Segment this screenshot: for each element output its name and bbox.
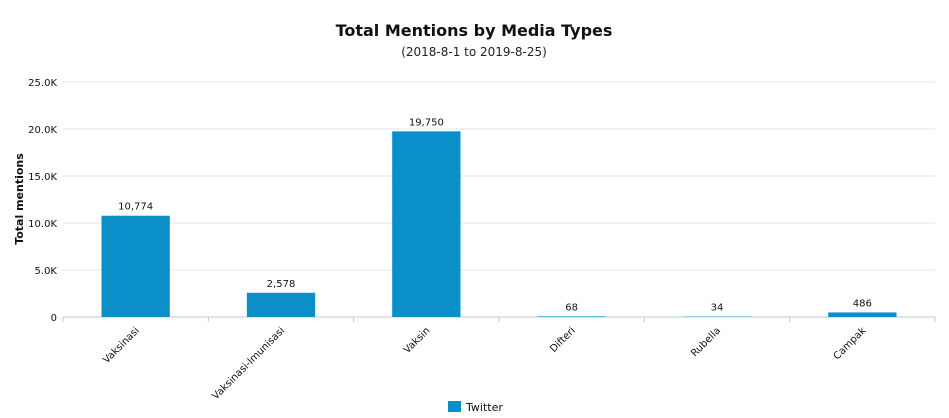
- y-axis-label: Total mentions: [13, 153, 26, 245]
- x-tick-label: Campak: [832, 325, 869, 362]
- data-label: 2,578: [267, 279, 296, 290]
- x-tick-label: Vaksin: [402, 325, 433, 356]
- y-tick-label: 25.0K: [28, 78, 57, 89]
- bar[interactable]: [392, 131, 461, 317]
- y-tick-label: 15.0K: [28, 172, 57, 183]
- bar[interactable]: [101, 215, 170, 317]
- x-tick-label: Vaksinasi-Imunisasi: [210, 325, 287, 402]
- data-label: 486: [853, 298, 872, 309]
- data-label: 19,750: [409, 117, 444, 128]
- legend[interactable]: Twitter: [448, 401, 503, 414]
- bar[interactable]: [246, 292, 316, 317]
- data-label: 34: [711, 303, 724, 314]
- y-tick-label: 20.0K: [28, 125, 57, 136]
- chart-subtitle: (2018-8-1 to 2019-8-25): [401, 45, 547, 59]
- x-axis-ticks: Vaksinasi Vaksinasi-Imunisasi Vaksin Difter…: [62, 317, 936, 402]
- x-tick-label: Vaksinasi: [101, 325, 142, 366]
- x-tick-label: Difteri: [548, 325, 578, 355]
- legend-label-twitter[interactable]: Twitter: [465, 401, 503, 414]
- data-label: 68: [565, 302, 578, 313]
- x-tick-label: Rubella: [689, 325, 723, 359]
- y-axis-ticks: 0 5.0K 10.0K 15.0K 20.0K 25.0K: [28, 78, 57, 324]
- gridlines: [63, 81, 935, 318]
- y-tick-label: 5.0K: [35, 266, 58, 277]
- bars: 10,774 2,578 19,750 68 34 486: [101, 117, 897, 317]
- y-tick-label: 0: [51, 313, 57, 324]
- chart-title: Total Mentions by Media Types: [336, 21, 613, 40]
- data-label: 10,774: [118, 202, 153, 213]
- bar[interactable]: [828, 312, 897, 317]
- bar[interactable]: [537, 316, 606, 317]
- y-tick-label: 10.0K: [28, 219, 57, 230]
- legend-swatch-twitter[interactable]: [448, 401, 461, 412]
